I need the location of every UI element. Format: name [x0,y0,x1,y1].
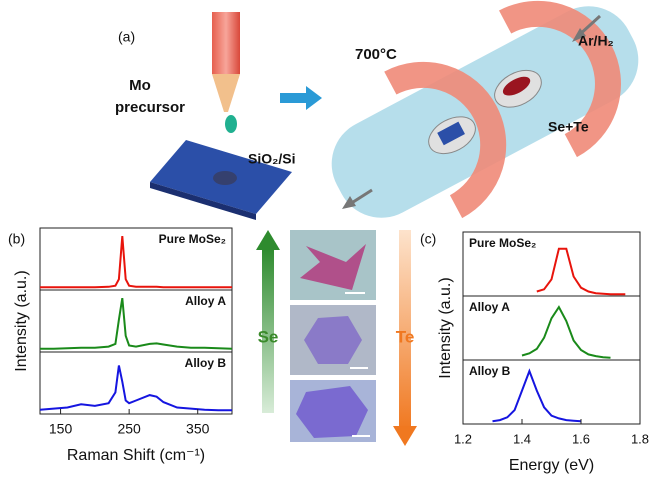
series-line [40,366,232,411]
x-tick-label: 1.2 [454,431,472,446]
arrow [256,230,280,250]
x-axis-label: Raman Shift (cm⁻¹) [67,447,205,464]
x-tick-label: 1.8 [631,431,649,446]
legend-label: Alloy B [469,364,511,378]
label: precursor [115,99,185,116]
arrow [393,426,417,446]
label: Se [258,327,279,346]
legend-label: Alloy B [185,356,227,370]
x-tick-label: 150 [49,421,73,437]
x-tick-label: 1.4 [513,431,531,446]
y-axis-label: Intensity (a.u.) [13,270,30,371]
series-line [522,307,611,358]
figure: (a) Mo precursor SiO₂/Si 700°C Ar/H₂ Se+… [0,0,654,482]
label: SiO₂/Si [248,151,295,167]
legend-label: Alloy A [185,294,226,308]
series-line [537,249,626,295]
legend-label: Pure MoSe₂ [469,236,536,250]
legend-label: Alloy A [469,300,510,314]
micrographs [290,230,376,442]
x-tick-label: 1.6 [572,431,590,446]
panel-label: (c) [420,231,436,247]
panel-label: (a) [118,29,135,45]
x-axis-label: Energy (eV) [509,457,594,474]
series-line [493,371,582,421]
x-tick-label: 250 [117,421,141,437]
x-tick-label: 350 [186,421,210,437]
label: 700°C [355,46,397,63]
label: Se+Te [548,119,589,135]
panel-label: (b) [8,231,25,247]
y-axis-label: Intensity (a.u.) [437,277,454,378]
label: Te [396,327,415,346]
label: Mo [129,77,151,94]
legend-label: Pure MoSe₂ [159,232,226,246]
label: Ar/H₂ [578,33,614,49]
